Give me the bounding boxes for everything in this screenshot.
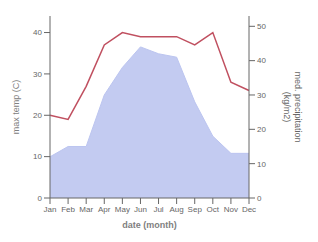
svg-text:40: 40 (257, 56, 266, 65)
svg-text:Mar: Mar (79, 205, 93, 214)
svg-text:Dec: Dec (242, 205, 256, 214)
svg-text:30: 30 (257, 91, 266, 100)
svg-text:Feb: Feb (61, 205, 75, 214)
svg-text:May: May (115, 205, 130, 214)
svg-text:Oct: Oct (207, 205, 220, 214)
svg-text:Nov: Nov (224, 205, 238, 214)
svg-text:10: 10 (33, 152, 42, 161)
svg-text:40: 40 (33, 28, 42, 37)
svg-text:0: 0 (257, 194, 262, 203)
svg-text:30: 30 (33, 70, 42, 79)
svg-text:20: 20 (257, 125, 266, 134)
svg-text:Aug: Aug (170, 205, 184, 214)
svg-text:20: 20 (33, 111, 42, 120)
svg-text:Jan: Jan (44, 205, 57, 214)
svg-text:date (month): date (month) (122, 220, 177, 230)
svg-text:10: 10 (257, 160, 266, 169)
svg-text:Jul: Jul (153, 205, 163, 214)
svg-text:0: 0 (38, 194, 43, 203)
svg-text:Jun: Jun (134, 205, 147, 214)
svg-text:med. precipitation(kg/m2): med. precipitation(kg/m2) (282, 71, 303, 142)
svg-text:max temp (C): max temp (C) (11, 80, 21, 135)
svg-text:Apr: Apr (98, 205, 111, 214)
svg-text:50: 50 (257, 22, 266, 31)
svg-text:Sep: Sep (188, 205, 203, 214)
